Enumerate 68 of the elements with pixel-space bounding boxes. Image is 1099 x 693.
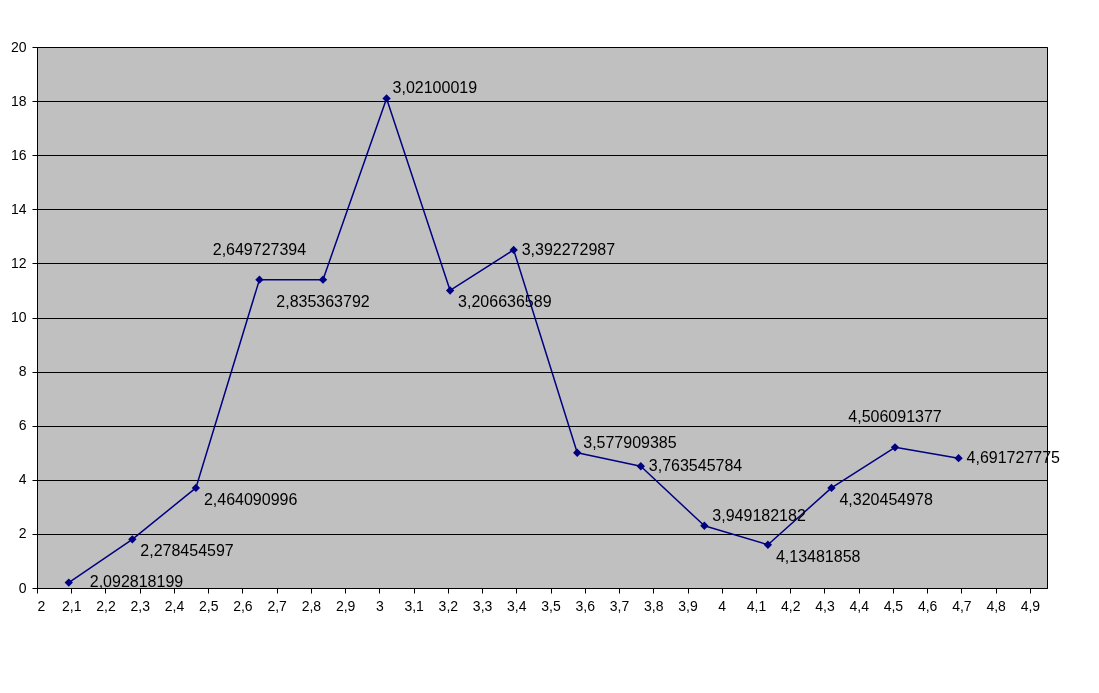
data-label: 4,320454978 [839,490,933,508]
data-label: 3,02100019 [392,79,478,97]
x-tick-label: 4,7 [952,597,972,614]
x-tick-label: 2,6 [233,597,253,614]
data-label: 3,392272987 [521,240,616,258]
x-tick-label: 4,2 [780,597,801,614]
x-tick-label: 4,8 [986,597,1007,614]
data-label: 2,649727394 [212,240,307,258]
data-label: 2,278454597 [140,542,234,560]
x-tick-label: 3,9 [678,597,698,614]
point [700,521,709,530]
point [382,94,391,103]
data-label: 4,506091377 [848,408,942,426]
x-tick-label: 2,7 [267,597,288,614]
y-tick-label: 12 [10,254,27,271]
y-tick-label: 10 [10,309,27,325]
y-tick-label: 18 [10,92,27,109]
x-tick-label: 3,5 [541,597,561,614]
point [573,448,582,457]
x-tick-label: 2,9 [335,597,356,614]
x-tick-label: 2,2 [96,597,116,614]
x-tick-label: 3,2 [438,597,459,614]
point [445,286,455,295]
y-tick-label: 4 [18,471,27,488]
y-tick-label: 0 [18,579,27,596]
point [954,453,963,463]
data-label: 3,763545784 [648,457,743,475]
data-label: 3,577909385 [583,433,677,451]
x-tick-label: 2,3 [130,597,151,614]
y-tick-label: 20 [10,38,27,55]
x-tick-label: 2,8 [301,597,322,614]
point [636,462,645,471]
x-tick-label: 3,8 [644,597,664,614]
data-label: 4,13481858 [775,547,861,565]
point [827,483,836,493]
x-tick-label: 3,4 [507,597,527,614]
x-tick-label: 4,1 [746,597,767,614]
point [191,483,201,493]
y-tick-label: 2 [18,525,27,542]
x-tick-label: 4,5 [883,597,904,614]
x-tick-label: 4 [718,597,727,614]
x-tick-label: 2 [37,597,46,614]
point [509,245,518,255]
data-label: 2,835363792 [276,292,370,310]
y-tick-label: 8 [18,363,27,380]
x-tick-label: 4,4 [849,597,870,614]
x-tick-label: 3,7 [609,597,630,614]
x-tick-label: 3,1 [404,597,425,614]
data-label: 2,092818199 [89,572,184,590]
x-tick-label: 4,3 [815,597,835,614]
x-tick-label: 3,3 [472,597,493,614]
point [64,578,73,587]
data-label: 2,464090996 [203,490,298,508]
x-tick-label: 4,6 [917,597,938,614]
point [255,275,264,284]
x-tick-label: 3 [375,597,384,614]
y-tick-label: 14 [10,200,27,217]
x-tick-label: 2,5 [198,597,219,614]
point [763,540,773,549]
point [890,443,900,452]
point [318,275,328,284]
x-tick-label: 2,4 [164,597,185,614]
y-tick-label: 16 [10,146,27,163]
x-tick-label: 3,6 [575,597,596,614]
y-tick-label: 6 [18,417,27,434]
point [128,535,137,544]
x-tick-label: 2,1 [62,597,82,614]
x-tick-label: 4,9 [1020,597,1041,614]
